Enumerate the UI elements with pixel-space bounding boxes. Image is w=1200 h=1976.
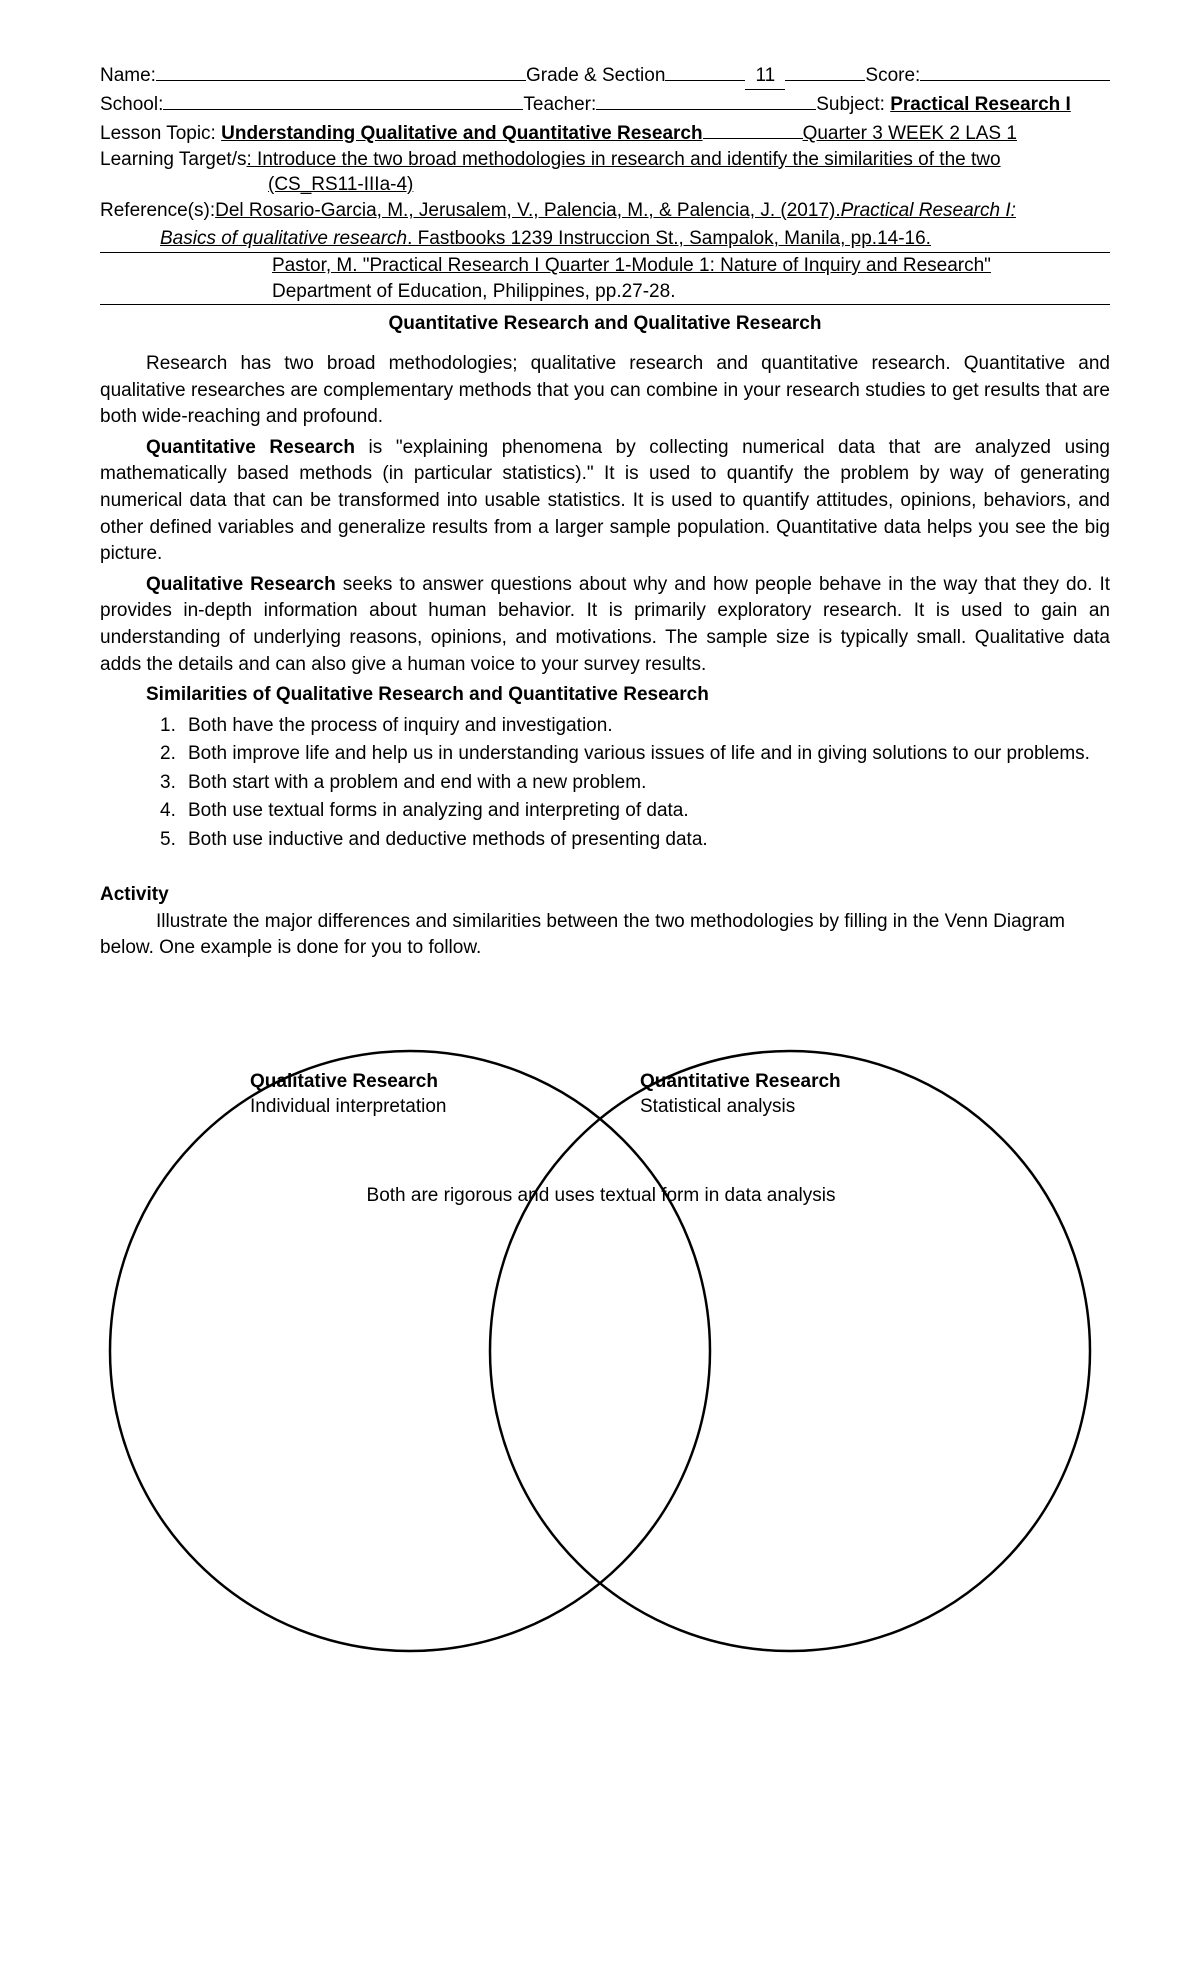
grade-blank-2[interactable] <box>785 60 865 81</box>
activity-desc: Illustrate the major differences and sim… <box>100 909 1110 960</box>
grade-label: Grade & Section <box>526 63 665 89</box>
venn-left-label: Qualitative Research Individual interpre… <box>250 1069 446 1120</box>
teacher-blank[interactable] <box>596 90 816 111</box>
venn-right-circle <box>490 1051 1090 1651</box>
ref-line1a: Del Rosario-Garcia, M., Jerusalem, V., P… <box>215 198 841 224</box>
worksheet-header: Name: Grade & Section 11 Score: School: … <box>100 60 1110 305</box>
section-title: Quantitative Research and Qualitative Re… <box>100 311 1110 337</box>
school-blank[interactable] <box>163 90 523 111</box>
score-blank[interactable] <box>920 60 1110 81</box>
venn-middle-label: Both are rigorous and uses textual form … <box>326 1183 876 1209</box>
venn-right-label: Quantitative Research Statistical analys… <box>640 1069 841 1120</box>
name-blank[interactable] <box>156 60 526 81</box>
para-2-lead: Quantitative Research <box>146 437 355 458</box>
subject-label: Subject: <box>816 92 885 118</box>
venn-diagram: Qualitative Research Individual interpre… <box>100 991 1100 1691</box>
para-2: Quantitative Research is "explaining phe… <box>100 435 1110 568</box>
teacher-label: Teacher: <box>523 92 596 118</box>
ref-line3: Pastor, M. "Practical Research I Quarter… <box>100 253 991 279</box>
ref-line2a: Basics of qualitative research <box>160 226 407 252</box>
similar-title: Similarities of Qualitative Research and… <box>100 682 1110 709</box>
grade-blank-1[interactable] <box>665 60 745 81</box>
similar-list: 1.Both have the process of inquiry and i… <box>160 713 1110 854</box>
grade-value: 11 <box>745 63 785 90</box>
para-3-lead: Qualitative Research <box>146 574 336 595</box>
score-label: Score: <box>865 63 920 89</box>
target-code: (CS_RS11-IIIa-4) <box>268 172 413 198</box>
lesson-label: Lesson Topic: <box>100 121 216 147</box>
body-text: Research has two broad methodologies; qu… <box>100 351 1110 854</box>
para-1: Research has two broad methodologies; qu… <box>100 351 1110 431</box>
school-label: School: <box>100 92 163 118</box>
activity-title: Activity <box>100 882 1110 908</box>
lesson-value: Understanding Qualitative and Quantitati… <box>221 121 702 147</box>
activity-section: Activity Illustrate the major difference… <box>100 882 1110 961</box>
name-label: Name: <box>100 63 156 89</box>
lesson-blank <box>703 118 803 139</box>
venn-left-circle <box>110 1051 710 1651</box>
ref-label: Reference(s): <box>100 198 215 224</box>
target-value: : Introduce the two broad methodologies … <box>246 147 1110 173</box>
ref-line2b: . Fastbooks 1239 Instruccion St., Sampal… <box>407 226 931 252</box>
quarter-value: Quarter 3 WEEK 2 LAS 1 <box>803 121 1017 147</box>
ref-line4: Department of Education, Philippines, pp… <box>100 279 675 305</box>
subject-value: Practical Research I <box>890 92 1071 118</box>
target-label: Learning Target/s <box>100 147 246 173</box>
ref-line1b: Practical Research I: <box>841 198 1016 224</box>
para-3: Qualitative Research seeks to answer que… <box>100 572 1110 678</box>
